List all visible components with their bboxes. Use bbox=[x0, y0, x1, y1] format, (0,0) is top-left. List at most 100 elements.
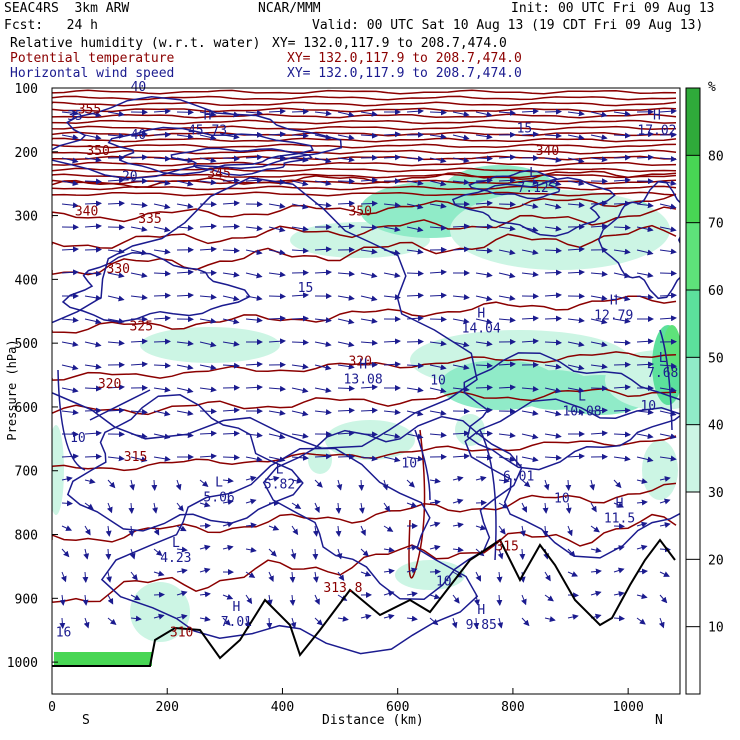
wind-vector bbox=[199, 293, 217, 300]
legend-theta-xy: XY= 132.0,117.9 to 208.7,474.0 bbox=[287, 51, 522, 66]
wind-vector bbox=[153, 248, 171, 255]
wind-vector bbox=[291, 180, 309, 187]
wind-label: 10 bbox=[401, 457, 417, 472]
wind-vector bbox=[337, 294, 355, 301]
extremum-marker: L bbox=[529, 166, 537, 181]
wind-vector bbox=[498, 477, 510, 484]
wind-vector bbox=[268, 178, 286, 185]
extremum-value: 6.01 bbox=[503, 469, 534, 484]
y-tick-label: 600 bbox=[15, 401, 38, 416]
wind-vector bbox=[130, 571, 138, 581]
wind-vector bbox=[406, 179, 424, 186]
forecast-hour: Fcst: 24 h bbox=[4, 18, 98, 33]
wind-vector bbox=[130, 154, 148, 161]
wind-vector bbox=[521, 385, 539, 392]
wind-vector bbox=[245, 384, 263, 391]
wind-vector bbox=[84, 246, 102, 253]
wind-vector bbox=[245, 154, 263, 161]
wind-vector bbox=[291, 203, 309, 210]
wind-vector bbox=[360, 132, 378, 139]
legend-rh-name: Relative humidity (w.r.t. water) bbox=[10, 36, 261, 51]
legend-wind-name: Horizontal wind speed bbox=[10, 66, 175, 81]
theta-contour bbox=[52, 351, 677, 381]
wind-vector bbox=[567, 341, 585, 348]
wind-vector bbox=[289, 594, 296, 606]
wind-vector bbox=[452, 453, 470, 460]
wind-vector bbox=[475, 430, 493, 437]
wind-vector bbox=[222, 340, 240, 347]
wind-vector bbox=[521, 131, 539, 138]
wind-vector bbox=[521, 338, 539, 345]
wind-vector bbox=[521, 203, 539, 210]
wind-contour bbox=[414, 429, 431, 501]
wind-vector bbox=[544, 432, 562, 439]
wind-vector bbox=[429, 316, 447, 323]
theta-contour bbox=[52, 125, 676, 131]
wind-vector bbox=[176, 133, 194, 140]
wind-vector bbox=[107, 617, 117, 626]
potential-temperature-contours bbox=[52, 89, 677, 604]
wind-vector bbox=[291, 339, 309, 346]
wind-vector bbox=[659, 522, 671, 528]
wind-vector bbox=[129, 548, 136, 560]
wind-vector bbox=[245, 361, 263, 368]
wind-vector bbox=[268, 315, 286, 322]
wind-vector bbox=[406, 226, 424, 233]
wind-vector bbox=[383, 249, 401, 256]
wind-vector bbox=[659, 270, 677, 277]
wind-vector bbox=[268, 409, 286, 416]
extremum-marker: H bbox=[204, 109, 212, 124]
wind-vector bbox=[382, 479, 389, 491]
wind-vector bbox=[452, 157, 470, 164]
wind-vector bbox=[613, 317, 631, 324]
wind-vector bbox=[383, 502, 391, 513]
wind-vector bbox=[314, 453, 332, 460]
wind-vector bbox=[153, 570, 165, 577]
wind-vector bbox=[659, 226, 677, 233]
wind-vector bbox=[452, 430, 470, 437]
wind-vector bbox=[153, 433, 171, 440]
wind-vector bbox=[199, 386, 217, 393]
wind-vector bbox=[590, 341, 608, 348]
wind-vector bbox=[199, 522, 211, 529]
wind-vector bbox=[475, 362, 493, 369]
wind-vector bbox=[360, 295, 378, 302]
wind-vector bbox=[222, 593, 234, 600]
wind-vector bbox=[130, 226, 148, 233]
wind-vector bbox=[383, 154, 401, 161]
wind-vector bbox=[521, 502, 527, 513]
wind-vector bbox=[199, 246, 217, 253]
wind-vector bbox=[452, 294, 470, 301]
wind-vector bbox=[567, 180, 585, 186]
wind-vector bbox=[544, 203, 562, 210]
wind-vector bbox=[176, 340, 194, 347]
wind-vector bbox=[636, 272, 654, 279]
extremum-value: 5.06 bbox=[203, 490, 234, 505]
wind-vector bbox=[291, 410, 309, 417]
wind-vector bbox=[590, 525, 600, 533]
wind-vector bbox=[360, 548, 369, 557]
wind-vector bbox=[659, 410, 677, 417]
wind-vector bbox=[337, 571, 345, 582]
wind-vector bbox=[544, 339, 562, 346]
wind-vector bbox=[199, 317, 217, 324]
wind-vector bbox=[590, 430, 608, 437]
terrain-line bbox=[52, 538, 676, 667]
wind-vector bbox=[452, 594, 460, 604]
wind-vector bbox=[659, 433, 677, 440]
wind-vector bbox=[590, 547, 602, 554]
theta-label: 335 bbox=[138, 212, 161, 227]
extremum-marker: H bbox=[477, 603, 485, 618]
wind-vector bbox=[496, 571, 503, 583]
wind-vector bbox=[475, 177, 493, 184]
wind-contour bbox=[89, 389, 151, 421]
wind-vector bbox=[544, 387, 562, 394]
wind-vector bbox=[452, 179, 470, 186]
wind-vector bbox=[498, 384, 516, 391]
y-tick-label: 100 bbox=[15, 82, 38, 97]
wind-vector bbox=[84, 407, 102, 414]
wind-vector bbox=[290, 548, 297, 560]
wind-vector bbox=[590, 270, 608, 277]
wind-vector bbox=[636, 521, 648, 528]
extremum-value: 4.23 bbox=[160, 551, 191, 566]
